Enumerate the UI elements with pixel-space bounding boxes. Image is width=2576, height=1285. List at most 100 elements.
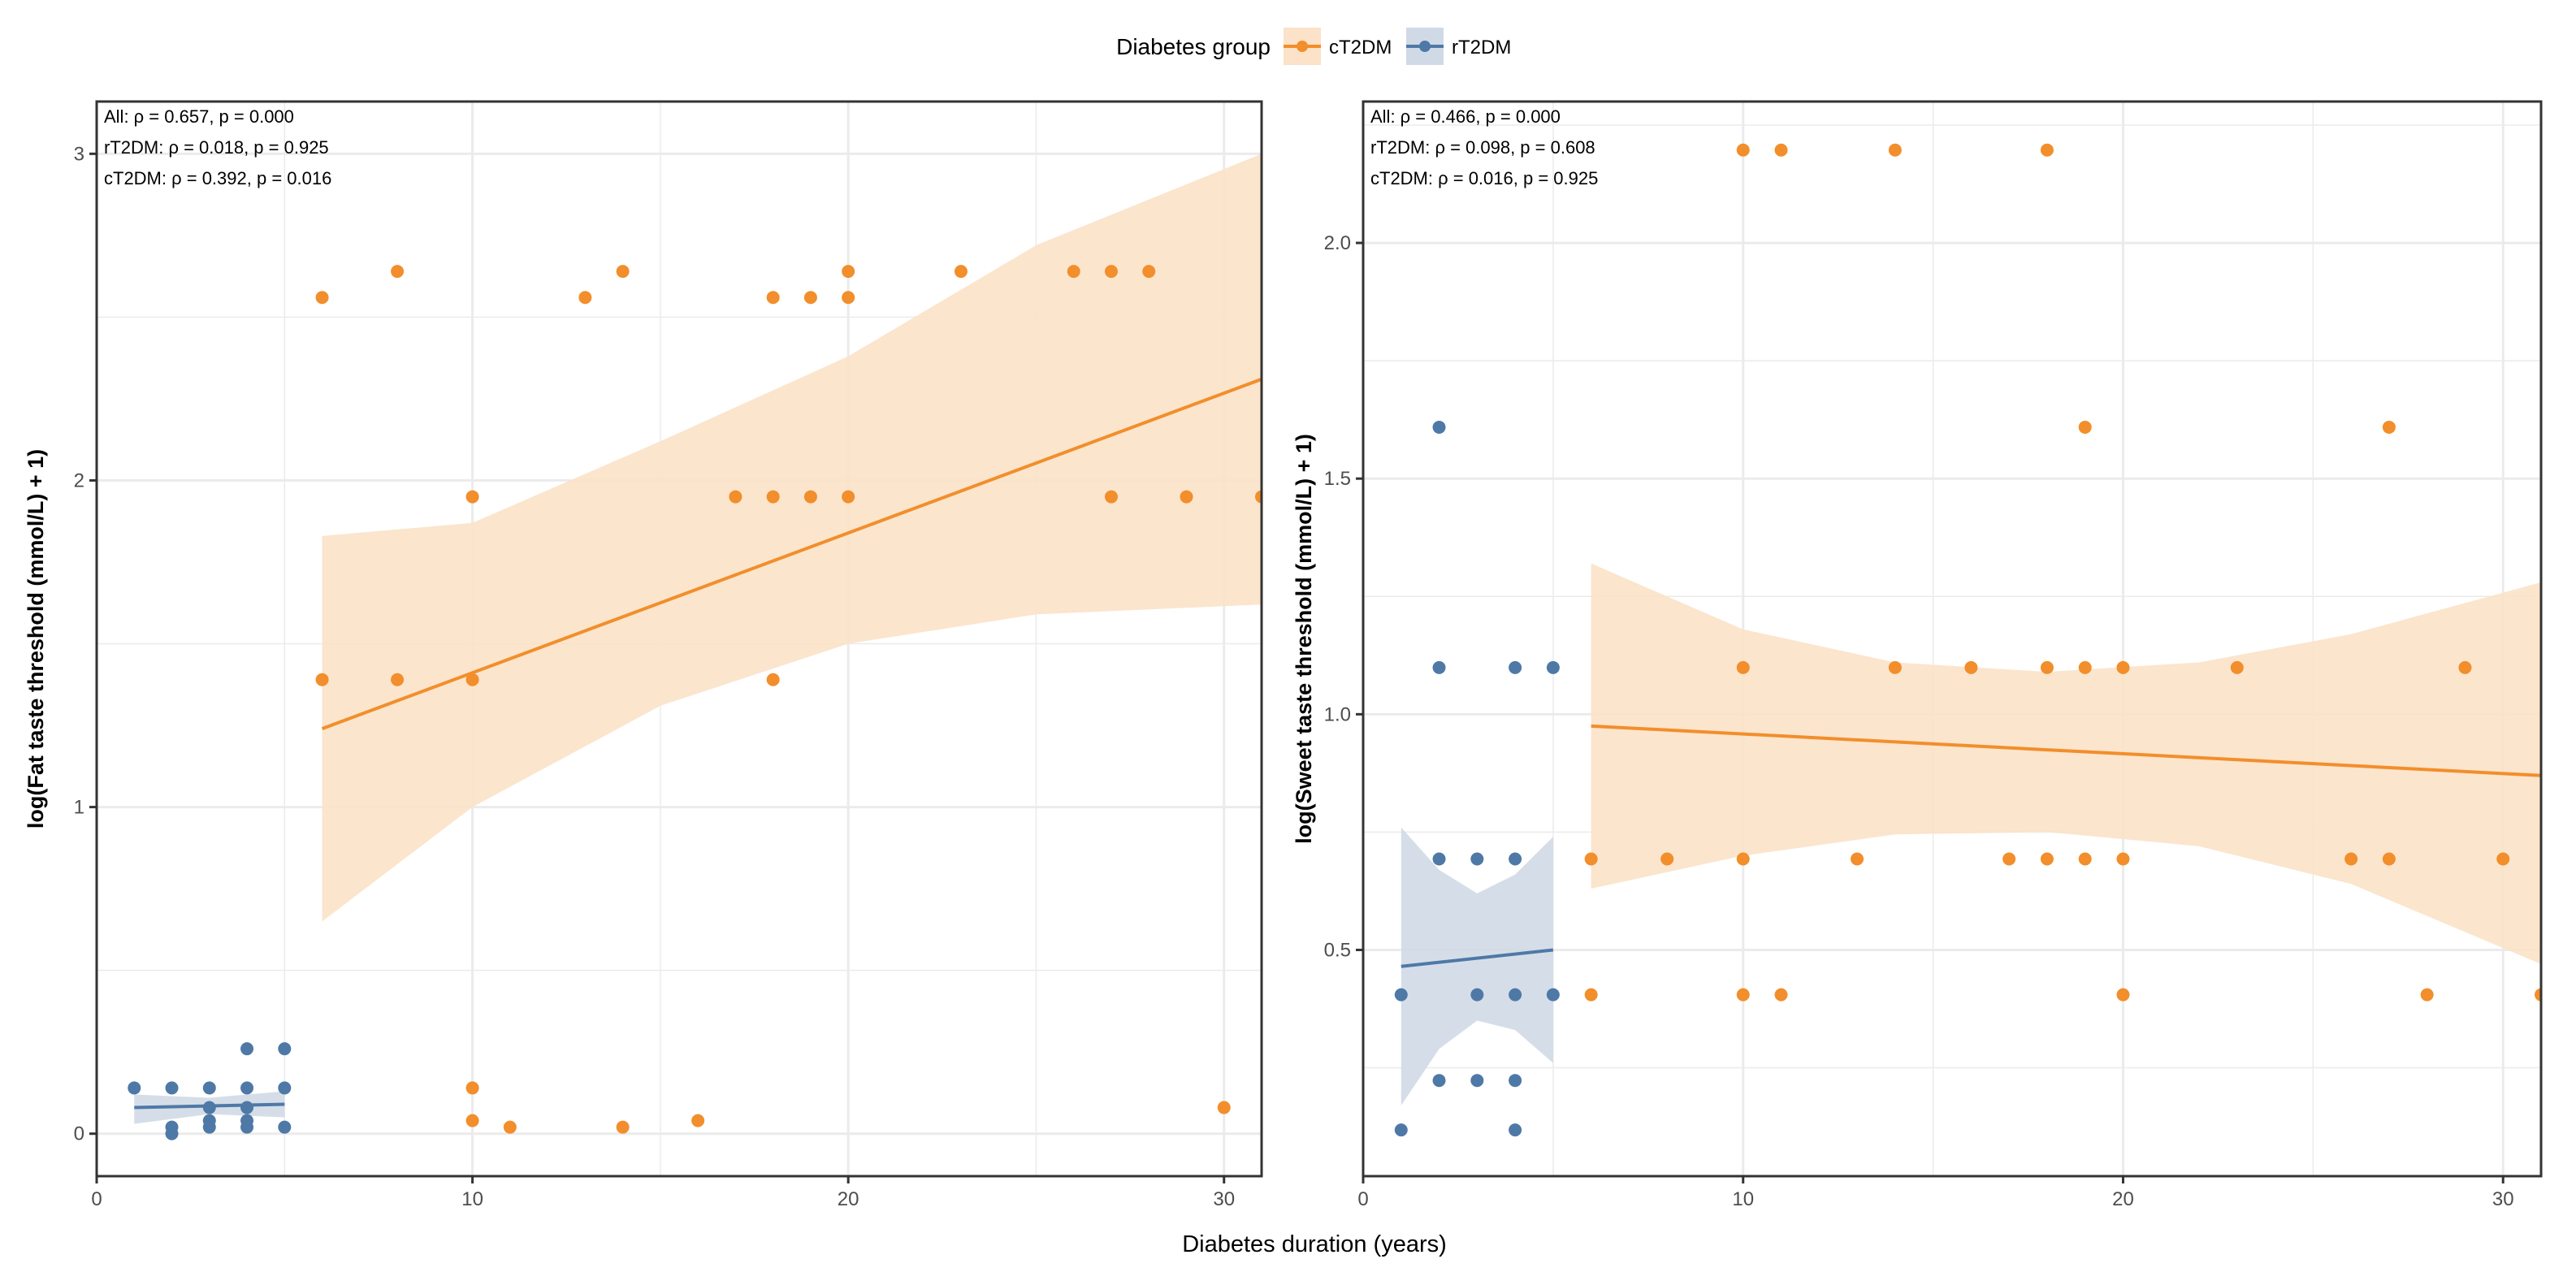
y-tick-label: 2 xyxy=(74,469,84,491)
legend-key-rt2dm: rT2DM xyxy=(1406,28,1511,65)
data-point-ct2dm xyxy=(2040,143,2054,157)
data-point-ct2dm xyxy=(1736,852,1750,866)
x-tick-label: 20 xyxy=(838,1188,859,1210)
legend-label-ct2dm: cT2DM xyxy=(1329,37,1392,58)
data-point-ct2dm xyxy=(465,490,479,504)
data-point-ct2dm xyxy=(1851,852,1864,866)
data-point-rt2dm xyxy=(128,1081,141,1095)
data-point-ct2dm xyxy=(1255,490,1262,504)
legend: Diabetes group cT2DM rT2DM xyxy=(1116,28,1511,65)
data-point-ct2dm xyxy=(2458,660,2472,674)
x-tick-label: 30 xyxy=(1213,1188,1235,1210)
data-point-ct2dm xyxy=(1736,660,1750,674)
y-tick-label: 0 xyxy=(74,1123,84,1145)
correlation-annotation: All: ρ = 0.466, p = 0.000 xyxy=(1370,106,1561,127)
correlation-annotation: cT2DM: ρ = 0.016, p = 0.925 xyxy=(1370,168,1598,188)
y-axis-title: log(Fat taste threshold (mmol/L) + 1) xyxy=(24,449,48,829)
data-point-ct2dm xyxy=(2078,852,2092,866)
data-point-rt2dm xyxy=(1546,660,1560,674)
data-point-ct2dm xyxy=(766,673,780,686)
data-point-rt2dm xyxy=(1509,660,1522,674)
data-point-rt2dm xyxy=(1470,852,1484,866)
data-point-ct2dm xyxy=(2420,988,2434,1002)
y-tick-label: 2.0 xyxy=(1324,232,1351,254)
confidence-ribbon-rt2dm xyxy=(1401,827,1553,1105)
data-point-ct2dm xyxy=(766,291,780,305)
y-tick-label: 1 xyxy=(74,797,84,819)
data-point-ct2dm xyxy=(1217,1101,1231,1114)
data-point-ct2dm xyxy=(1142,265,1156,279)
data-point-ct2dm xyxy=(1964,660,1978,674)
correlation-annotation: cT2DM: ρ = 0.392, p = 0.016 xyxy=(104,168,331,188)
x-axis-title: Diabetes duration (years) xyxy=(1182,1231,1447,1257)
confidence-ribbon-ct2dm xyxy=(322,154,1262,922)
data-point-ct2dm xyxy=(842,291,855,305)
data-point-ct2dm xyxy=(2040,660,2054,674)
data-point-rt2dm xyxy=(202,1120,216,1134)
y-tick-label: 1.5 xyxy=(1324,468,1351,490)
data-point-ct2dm xyxy=(391,673,405,686)
data-point-rt2dm xyxy=(1432,420,1446,434)
data-point-rt2dm xyxy=(165,1127,179,1140)
fit-line-ct2dm xyxy=(321,377,1262,730)
data-point-rt2dm xyxy=(1470,1074,1484,1088)
data-point-ct2dm xyxy=(2116,988,2130,1002)
x-tick-label: 30 xyxy=(2492,1188,2514,1210)
data-point-rt2dm xyxy=(1432,852,1446,866)
data-point-rt2dm xyxy=(240,1101,254,1114)
y-axis-title: log(Sweet taste threshold (mmol/L) + 1) xyxy=(1292,434,1316,844)
x-tick-label: 10 xyxy=(1732,1188,1754,1210)
legend-label-rt2dm: rT2DM xyxy=(1452,37,1511,58)
data-point-ct2dm xyxy=(465,1114,479,1127)
data-point-ct2dm xyxy=(465,673,479,686)
data-point-ct2dm xyxy=(1888,143,1902,157)
data-point-ct2dm xyxy=(578,291,592,305)
data-point-ct2dm xyxy=(1180,490,1193,504)
data-point-rt2dm xyxy=(1509,852,1522,866)
data-point-rt2dm xyxy=(202,1081,216,1095)
data-point-rt2dm xyxy=(165,1081,179,1095)
data-point-rt2dm xyxy=(278,1042,292,1056)
data-point-ct2dm xyxy=(2535,988,2541,1002)
confidence-ribbon-ct2dm xyxy=(1591,563,2541,964)
y-tick-label: 1.0 xyxy=(1324,703,1351,725)
data-point-rt2dm xyxy=(1394,988,1408,1002)
data-point-ct2dm xyxy=(315,291,329,305)
x-tick-label: 0 xyxy=(91,1188,102,1210)
x-tick-label: 10 xyxy=(461,1188,483,1210)
data-point-rt2dm xyxy=(1432,1074,1446,1088)
data-point-rt2dm xyxy=(1470,988,1484,1002)
data-point-ct2dm xyxy=(503,1120,517,1134)
data-point-ct2dm xyxy=(1736,988,1750,1002)
data-point-ct2dm xyxy=(2116,660,2130,674)
data-point-ct2dm xyxy=(2078,420,2092,434)
data-point-ct2dm xyxy=(691,1114,705,1127)
data-point-rt2dm xyxy=(1546,988,1560,1002)
data-point-ct2dm xyxy=(315,673,329,686)
y-tick-label: 0.5 xyxy=(1324,939,1351,961)
x-tick-label: 0 xyxy=(1357,1188,1368,1210)
plot-area xyxy=(97,102,1262,1176)
plot-area xyxy=(1363,102,2541,1176)
data-point-rt2dm xyxy=(278,1120,292,1134)
data-point-ct2dm xyxy=(954,265,968,279)
data-point-rt2dm xyxy=(202,1101,216,1114)
x-tick-label: 20 xyxy=(2112,1188,2134,1210)
legend-key-ct2dm: cT2DM xyxy=(1284,28,1392,65)
data-point-ct2dm xyxy=(2496,852,2510,866)
data-point-ct2dm xyxy=(616,265,630,279)
data-point-ct2dm xyxy=(465,1081,479,1095)
data-point-rt2dm xyxy=(278,1081,292,1095)
data-point-ct2dm xyxy=(391,265,405,279)
data-point-ct2dm xyxy=(2382,420,2396,434)
data-point-ct2dm xyxy=(803,490,817,504)
data-point-ct2dm xyxy=(2382,852,2396,866)
data-point-ct2dm xyxy=(1660,852,1674,866)
data-point-ct2dm xyxy=(2002,852,2016,866)
data-point-ct2dm xyxy=(1888,660,1902,674)
data-point-rt2dm xyxy=(1432,660,1446,674)
data-point-ct2dm xyxy=(2078,660,2092,674)
correlation-annotation: rT2DM: ρ = 0.018, p = 0.925 xyxy=(104,137,329,158)
data-point-ct2dm xyxy=(766,490,780,504)
